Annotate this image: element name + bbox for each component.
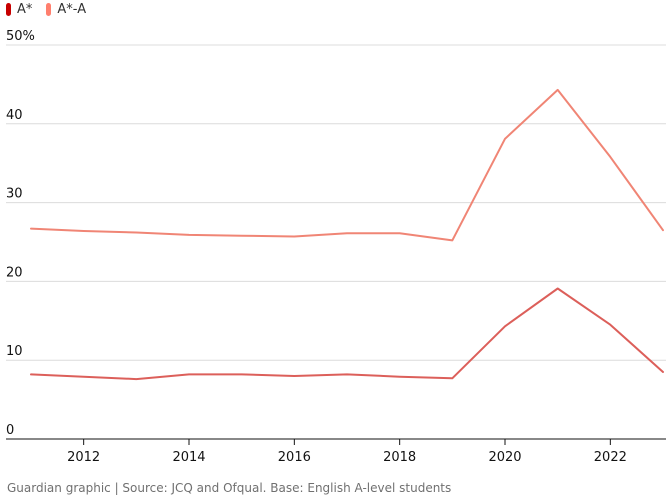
legend-swatch-a-star-a [46,3,52,16]
x-tick-label-2016: 2016 [278,450,311,465]
x-tick-label-2020: 2020 [488,450,521,465]
x-tick-label-2018: 2018 [383,450,416,465]
series-line-a-star [30,287,664,381]
legend-label-a-star-a: A*-A [57,2,87,17]
x-tick-label-2022: 2022 [594,450,627,465]
legend-label-a-star: A* [17,2,33,17]
legend-swatch-a-star [6,3,11,16]
line-chart: 0 10 20 30 40 50% 2012 2014 2016 2018 2020 2022 [6,29,666,465]
y-tick-label-40: 40 [6,108,23,123]
series-line-a-star-a [30,88,664,242]
y-tick-label-0: 0 [6,423,14,438]
y-tick-label-50: 50% [6,29,35,44]
y-tick-label-20: 20 [6,265,23,280]
x-tick-label-2012: 2012 [67,450,100,465]
x-tick-label-2014: 2014 [172,450,205,465]
source-note: Guardian graphic | Source: JCQ and Ofqua… [7,481,452,495]
legend-item-a-star: A* [6,2,32,17]
y-tick-label-30: 30 [6,187,23,202]
y-tick-label-10: 10 [6,344,23,359]
legend-item-a-star-a: A*-A [46,2,86,17]
legend: A* A*-A [6,2,100,17]
